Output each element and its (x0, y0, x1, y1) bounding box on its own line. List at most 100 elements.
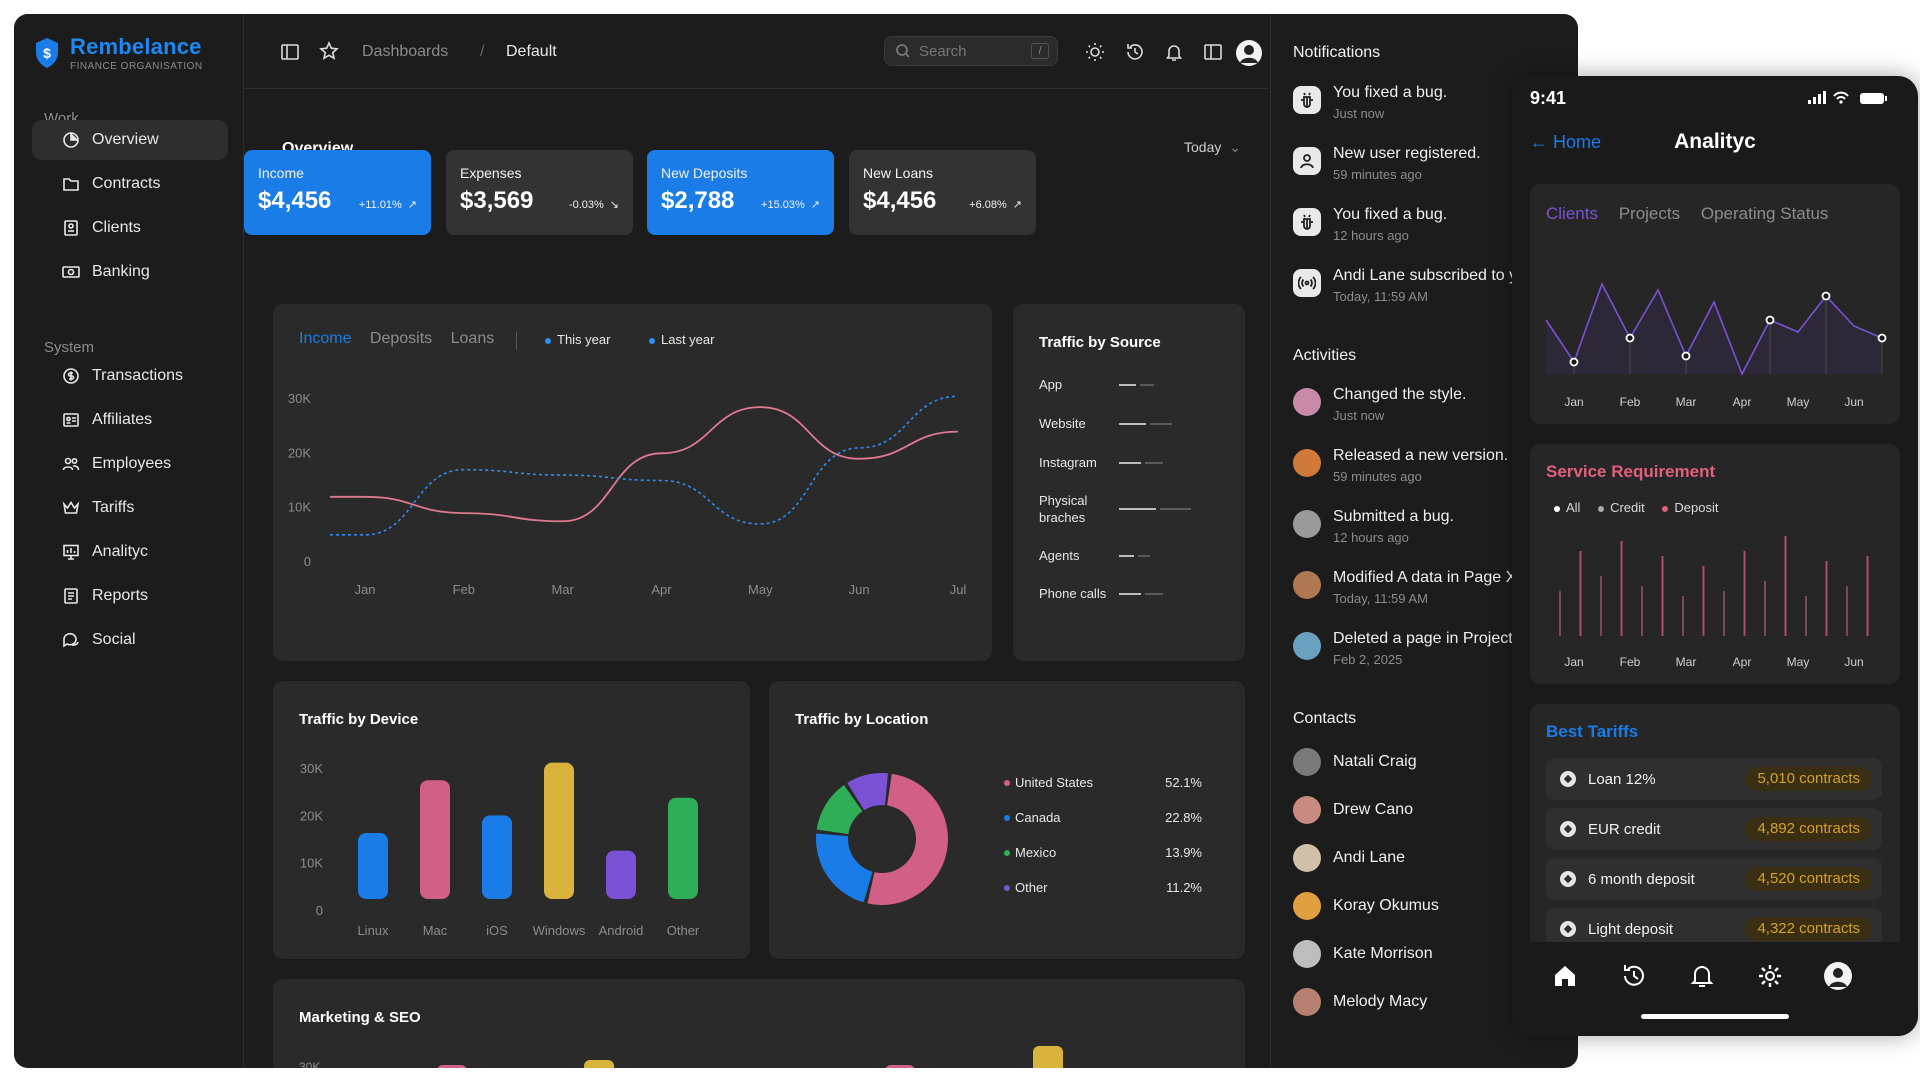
period-select[interactable]: Today ⌄ (1184, 139, 1241, 156)
marketing-card: Marketing & SEO 30K (273, 979, 1245, 1068)
sidebar-item-reports[interactable]: Reports (32, 576, 228, 616)
activity-text: Released a new version. (1333, 447, 1509, 464)
sidebar-item-clients[interactable]: Clients (32, 208, 228, 248)
tariff-row[interactable]: Loan 12% 5,010 contracts (1546, 758, 1882, 800)
breadcrumb-dashboards[interactable]: Dashboards (362, 43, 449, 60)
contact-item[interactable]: Koray Okumus (1293, 891, 1439, 921)
sidebar-item-analityc[interactable]: Analityc (32, 532, 228, 572)
bell-icon[interactable] (1688, 962, 1716, 990)
contact-item[interactable]: Andi Lane (1293, 843, 1405, 873)
contact-item[interactable]: Drew Cano (1293, 795, 1413, 825)
activity-item[interactable]: Changed the style. Just now (1293, 386, 1578, 432)
notification-item[interactable]: You fixed a bug. Just now (1293, 84, 1578, 130)
marketing-bar (584, 1060, 614, 1068)
stat-card-income[interactable]: Income $4,456 +11.01% ↗ (244, 150, 431, 235)
tab-income[interactable]: Income (299, 330, 352, 347)
sun-icon[interactable] (1084, 41, 1106, 63)
activity-avatar (1293, 632, 1321, 660)
gear-icon[interactable] (1756, 962, 1784, 990)
tariff-row[interactable]: 6 month deposit 4,520 contracts (1546, 858, 1882, 900)
traffic-location-card: Traffic by Location United States 52.1% Ca… (769, 681, 1245, 959)
sidebar-item-transactions[interactable]: Transactions (32, 356, 228, 396)
sidebar-item-banking[interactable]: Banking (32, 252, 228, 292)
activity-item[interactable]: Modified A data in Page X Today, 11:59 AM (1293, 569, 1578, 615)
breadcrumb-default[interactable]: Default (506, 43, 557, 60)
history-icon[interactable] (1620, 962, 1648, 990)
stat-value: $3,569 (460, 187, 534, 214)
sidebar-item-affiliates[interactable]: Affiliates (32, 400, 228, 440)
best-tariffs-card: Best Tariffs Loan 12% 5,010 contracts EUR … (1530, 704, 1900, 964)
source-bar (1119, 423, 1147, 425)
contact-item[interactable]: Natali Craig (1293, 747, 1417, 777)
legend-dot (1004, 850, 1010, 856)
activity-item[interactable]: Submitted a bug. 12 hours ago (1293, 508, 1578, 554)
stat-card-expenses[interactable]: Expenses $3,569 -0.03% ↘ (446, 150, 633, 235)
svg-text:$: $ (43, 45, 51, 61)
contact-item[interactable]: Kate Morrison (1293, 939, 1433, 969)
legend-last-year: Last year (649, 332, 714, 347)
legend-dot (649, 337, 655, 344)
home-indicator (1641, 1014, 1789, 1019)
x-tick-label: Feb (453, 582, 475, 597)
star-icon[interactable] (318, 40, 340, 62)
stat-change: -0.03% ↘ (569, 198, 619, 211)
stat-label: New Loans (863, 165, 934, 181)
notification-item[interactable]: You fixed a bug. 12 hours ago (1293, 206, 1578, 252)
clients-card: Clients Projects Operating Status Jan Feb… (1530, 184, 1900, 424)
service-title: Service Requirement (1546, 462, 1716, 481)
legend-label: All (1566, 500, 1581, 515)
sidebar-item-contracts[interactable]: Contracts (32, 164, 228, 204)
tab-loans[interactable]: Loans (450, 330, 495, 347)
stat-change: +6.08% ↗ (969, 198, 1022, 211)
y-tick-label: 0 (316, 903, 323, 918)
bell-icon[interactable] (1163, 41, 1185, 63)
users-icon (62, 457, 80, 471)
brand-name: Rembelance (70, 34, 202, 59)
source-bar-rest (1137, 555, 1150, 557)
profile-icon[interactable] (1824, 962, 1852, 990)
notification-icon-box (1293, 269, 1321, 297)
x-tick-label: Mar (1676, 655, 1697, 669)
y-tick-label: 20K (288, 445, 311, 460)
x-tick-label: May (1787, 655, 1810, 669)
y-tick-label: 30K (300, 761, 323, 776)
brand-logo[interactable]: $ Rembelance FINANCE ORGANISATION (34, 34, 203, 72)
activity-item[interactable]: Deleted a page in Project X Feb 2, 2025 (1293, 630, 1578, 676)
history-icon[interactable] (1124, 41, 1146, 63)
status-icons (1808, 91, 1887, 104)
notification-item[interactable]: Andi Lane subscribed to you Today, 11:59 … (1293, 267, 1578, 313)
legend-dot (1004, 815, 1010, 821)
legend-dot (1554, 505, 1560, 512)
home-icon[interactable] (1551, 962, 1579, 990)
sidebar-item-label: Clients (92, 219, 141, 236)
y-tick-label: 10K (300, 856, 323, 871)
notification-icon-box (1293, 208, 1321, 236)
avatar[interactable] (1236, 40, 1262, 66)
panel-toggle-icon[interactable] (1202, 41, 1224, 63)
sidebar-item-overview[interactable]: Overview (32, 120, 228, 160)
sidebar-item-tariffs[interactable]: Tariffs (32, 488, 228, 528)
tab-clients[interactable]: Clients (1546, 204, 1598, 223)
notification-item[interactable]: New user registered. 59 minutes ago (1293, 145, 1578, 191)
back-home-link[interactable]: ← Home (1530, 132, 1601, 153)
notification-time: 12 hours ago (1333, 228, 1409, 243)
activity-item[interactable]: Released a new version. 59 minutes ago (1293, 447, 1578, 493)
sidebar-toggle-icon[interactable] (279, 41, 301, 63)
device-bar-windows (544, 762, 574, 899)
contact-item[interactable]: Melody Macy (1293, 987, 1427, 1017)
tab-operating-status[interactable]: Operating Status (1700, 204, 1829, 223)
sidebar-item-social[interactable]: Social (32, 620, 228, 660)
search-input[interactable]: Search / (884, 36, 1058, 66)
brand-subtitle: FINANCE ORGANISATION (70, 61, 203, 72)
user-icon (1300, 154, 1314, 169)
notification-text: Andi Lane subscribed to you (1333, 267, 1535, 284)
tab-deposits[interactable]: Deposits (369, 330, 433, 347)
stat-card-new-deposits[interactable]: New Deposits $2,788 +15.03% ↗ (647, 150, 834, 235)
diamond-icon (1560, 921, 1576, 937)
tariff-row[interactable]: EUR credit 4,892 contracts (1546, 808, 1882, 850)
breadcrumb-separator: / (480, 43, 485, 60)
source-bar-rest (1140, 384, 1155, 386)
stat-card-new-loans[interactable]: New Loans $4,456 +6.08% ↗ (849, 150, 1036, 235)
sidebar-item-employees[interactable]: Employees (32, 444, 228, 484)
tab-projects[interactable]: Projects (1618, 204, 1681, 223)
